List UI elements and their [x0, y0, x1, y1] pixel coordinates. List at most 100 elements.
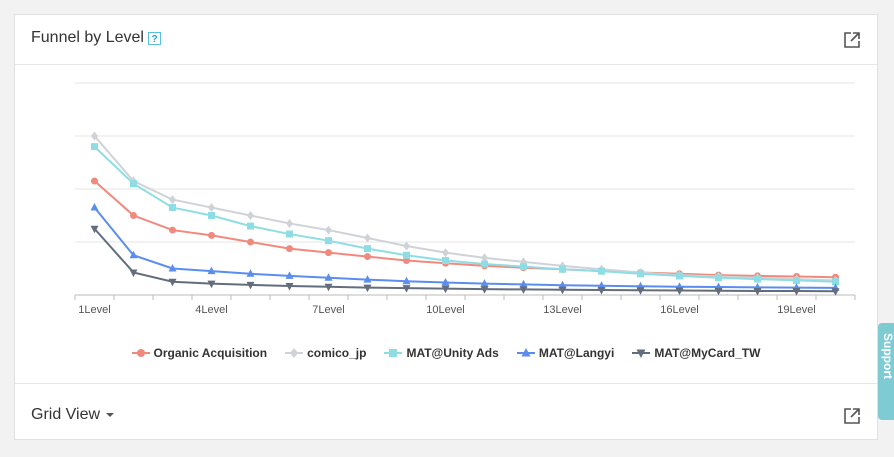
data-point[interactable]	[364, 245, 371, 253]
help-icon[interactable]: ?	[148, 32, 161, 45]
data-point[interactable]	[325, 237, 332, 245]
data-point[interactable]	[325, 225, 332, 235]
data-point[interactable]	[597, 281, 606, 289]
x-tick-label: 10Level	[426, 304, 465, 316]
data-point[interactable]	[364, 253, 371, 261]
data-point[interactable]	[519, 279, 528, 288]
data-point[interactable]	[403, 257, 410, 265]
legend-marker-icon	[285, 348, 304, 358]
data-point[interactable]	[519, 286, 528, 294]
data-point[interactable]	[169, 226, 176, 234]
data-point[interactable]	[91, 143, 98, 151]
data-point[interactable]	[831, 288, 840, 296]
data-point[interactable]	[129, 250, 138, 259]
caret-down-icon	[106, 412, 115, 417]
data-point[interactable]	[324, 283, 333, 292]
data-point[interactable]	[792, 288, 801, 296]
data-point[interactable]	[208, 212, 215, 219]
legend-marker-icon	[516, 348, 535, 357]
data-point[interactable]	[168, 278, 177, 287]
legend-item[interactable]: MAT@Langyi	[516, 345, 615, 361]
data-point[interactable]	[169, 204, 176, 212]
data-point[interactable]	[364, 233, 371, 243]
data-point[interactable]	[402, 276, 411, 285]
data-point[interactable]	[676, 272, 683, 280]
data-point[interactable]	[675, 287, 684, 295]
data-point[interactable]	[520, 263, 527, 271]
data-point[interactable]	[441, 285, 450, 294]
data-point[interactable]	[247, 211, 254, 220]
data-point[interactable]	[246, 281, 255, 290]
legend-item[interactable]: MAT@MyCard_TW	[632, 345, 760, 361]
external-link-icon[interactable]	[843, 31, 861, 49]
data-point[interactable]	[286, 218, 293, 228]
data-point[interactable]	[286, 245, 293, 253]
data-point[interactable]	[286, 230, 293, 238]
data-point[interactable]	[130, 212, 137, 219]
series-MAT@MyCard_TW	[90, 225, 840, 296]
data-point[interactable]	[363, 284, 372, 293]
data-point[interactable]	[714, 287, 723, 296]
data-point[interactable]	[246, 269, 255, 277]
data-point[interactable]	[285, 282, 294, 291]
data-point[interactable]	[91, 177, 98, 185]
data-point[interactable]	[480, 279, 489, 287]
data-point[interactable]	[207, 280, 216, 289]
data-point[interactable]	[480, 286, 489, 294]
data-point[interactable]	[441, 278, 450, 286]
x-tick-label: 13Level	[543, 304, 582, 316]
panel-header: Funnel by Level ?	[15, 15, 877, 65]
data-point[interactable]	[169, 195, 176, 205]
series-MAT@Unity Ads	[91, 143, 839, 286]
data-point[interactable]	[442, 257, 449, 265]
data-point[interactable]	[753, 288, 762, 296]
line-chart: 1Level 4Level 7Level 10Level 13Level 16Level 1…	[74, 82, 856, 316]
data-point[interactable]	[403, 241, 410, 251]
data-point[interactable]	[402, 285, 411, 293]
data-point[interactable]	[481, 260, 488, 268]
data-point[interactable]	[637, 270, 644, 278]
data-point[interactable]	[90, 203, 99, 211]
data-point[interactable]	[558, 280, 567, 289]
x-tick-label: 1Level	[78, 304, 110, 316]
data-point[interactable]	[442, 248, 449, 258]
data-point[interactable]	[247, 222, 254, 230]
legend-item[interactable]: Organic Acquisition	[131, 345, 267, 361]
data-point[interactable]	[207, 266, 216, 275]
data-point[interactable]	[559, 265, 566, 273]
data-point[interactable]	[403, 251, 410, 259]
funnel-chart: 1Level 4Level 7Level 10Level 13Level 16Level 1…	[15, 65, 877, 383]
data-point[interactable]	[832, 278, 839, 286]
data-point[interactable]	[793, 276, 800, 284]
support-label: Support	[881, 333, 894, 379]
data-point[interactable]	[324, 273, 333, 281]
data-point[interactable]	[91, 131, 98, 141]
data-point[interactable]	[363, 275, 372, 283]
series-line	[93, 180, 836, 279]
data-point[interactable]	[130, 180, 137, 188]
data-point[interactable]	[598, 267, 605, 275]
data-point[interactable]	[636, 287, 645, 295]
data-point[interactable]	[168, 264, 177, 272]
data-point[interactable]	[247, 238, 254, 246]
data-point[interactable]	[208, 203, 215, 213]
x-tick-label: 16Level	[660, 304, 699, 316]
chart-legend: Organic Acquisition comico_jp MAT@Unity Ad…	[15, 345, 877, 361]
support-tab[interactable]: Support	[878, 323, 894, 420]
legend-item[interactable]: comico_jp	[285, 345, 366, 361]
x-tick-label: 19Level	[777, 304, 816, 316]
data-point[interactable]	[208, 231, 215, 239]
data-point[interactable]	[715, 274, 722, 282]
data-point[interactable]	[481, 253, 488, 263]
data-point[interactable]	[558, 286, 567, 295]
grid-view-dropdown[interactable]: Grid View	[31, 406, 115, 424]
legend-label: MAT@Langyi	[538, 346, 615, 360]
data-point[interactable]	[754, 275, 761, 283]
data-point[interactable]	[129, 269, 138, 277]
data-point[interactable]	[90, 225, 99, 234]
external-link-icon[interactable]	[843, 407, 861, 425]
data-point[interactable]	[325, 249, 332, 257]
legend-item[interactable]: MAT@Unity Ads	[384, 345, 499, 361]
data-point[interactable]	[597, 286, 606, 295]
data-point[interactable]	[285, 271, 294, 279]
